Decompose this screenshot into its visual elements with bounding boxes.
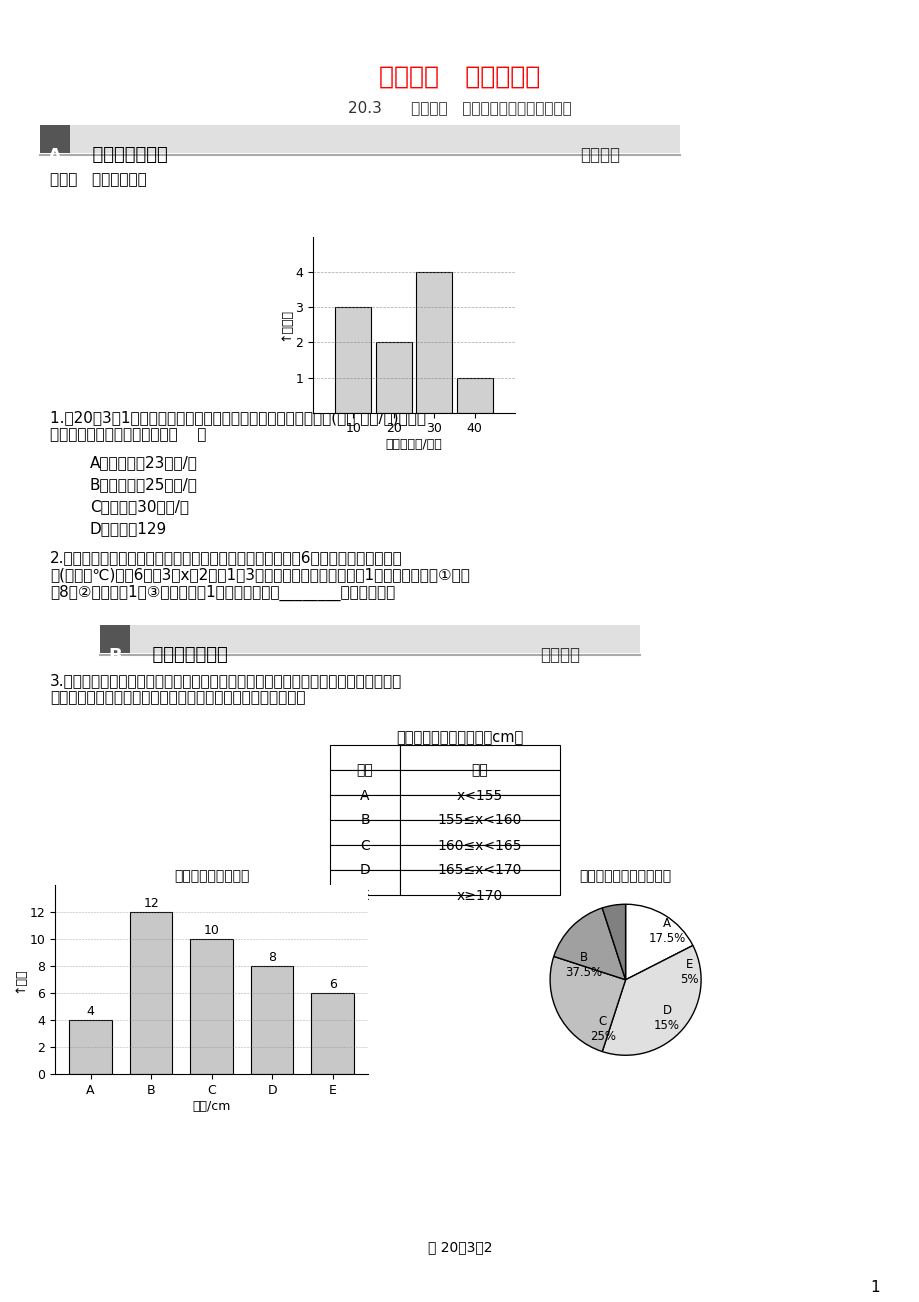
Bar (400, 845, 560, 870)
Text: A
17.5%: A 17.5% (648, 917, 685, 945)
Text: B
37.5%: B 37.5% (565, 950, 602, 979)
X-axis label: 车速（千米/时）: 车速（千米/时） (385, 439, 442, 452)
Text: 6: 6 (328, 978, 336, 991)
Bar (330, 745, 400, 769)
Text: 1: 1 (869, 1280, 879, 1295)
Text: B: B (360, 814, 369, 828)
Bar (100, 625, 130, 654)
Wedge shape (550, 957, 625, 1052)
Text: 10: 10 (203, 923, 220, 936)
Bar (330, 796, 400, 820)
Text: C: C (359, 838, 369, 853)
Y-axis label: ↑频数: ↑频数 (14, 967, 27, 992)
Text: A: A (360, 789, 369, 802)
Text: 图 20－3－2: 图 20－3－2 (427, 1240, 492, 1254)
Text: C
25%: C 25% (589, 1014, 616, 1043)
Bar (100, 625, 640, 654)
Text: 知识点   完成调查活动: 知识点 完成调查活动 (50, 172, 147, 187)
Text: 身高: 身高 (471, 763, 488, 777)
Y-axis label: ↑车辆数: ↑车辆数 (279, 309, 292, 341)
Text: 夯实基础: 夯实基础 (579, 146, 619, 164)
Wedge shape (625, 905, 692, 980)
Text: E
5%: E 5% (680, 958, 698, 986)
Text: D
15%: D 15% (653, 1004, 679, 1031)
Bar (130, 913, 172, 1074)
Wedge shape (602, 945, 700, 1055)
Text: 组别: 组别 (357, 763, 373, 777)
Bar (330, 820, 400, 845)
Text: 身高情况分组表（单位：cm）: 身高情况分组表（单位：cm） (396, 730, 523, 745)
Text: 图 20－3－1: 图 20－3－1 (368, 391, 432, 404)
Text: 12: 12 (143, 897, 159, 910)
Bar (330, 870, 400, 894)
Bar (415, 272, 452, 413)
X-axis label: 身高/cm: 身高/cm (192, 1100, 231, 1113)
Wedge shape (602, 905, 625, 980)
Text: 提升能力: 提升能力 (539, 646, 579, 664)
Bar (330, 769, 400, 796)
Text: 第二十章   数据的分析: 第二十章 数据的分析 (379, 65, 540, 89)
Text: E: E (360, 888, 369, 902)
Wedge shape (553, 907, 625, 980)
Text: 3.为了解某校学生的身高情况，随机抽取该校男生、女生进行抽样调查．已知抽取的样
本中，男生、女生人数相同，利用所得数据绘制如下统计图表：: 3.为了解某校学生的身高情况，随机抽取该校男生、女生进行抽样调查．已知抽取的样 … (50, 673, 402, 706)
Title: 女生身高情况扇形统计图: 女生身高情况扇形统计图 (579, 868, 671, 883)
Text: D: D (359, 863, 370, 878)
Text: C．众数是30千米/时: C．众数是30千米/时 (90, 499, 188, 514)
Bar (400, 870, 560, 894)
Bar (400, 769, 560, 796)
Text: x<155: x<155 (457, 789, 503, 802)
Text: 知识要点分类练: 知识要点分类练 (80, 146, 167, 164)
Text: 1.图20－3－1是交警在一个路口统计的某个时段来往车辆的车速(单位 千米/时)情况，
则下列关于车速描述错误的是（    ）: 1.图20－3－1是交警在一个路口统计的某个时段来往车辆的车速(单位 千米/时)… (50, 410, 425, 443)
Text: 8: 8 (267, 950, 276, 963)
Bar (251, 966, 293, 1074)
Text: A．平均数是23千米/时: A．平均数是23千米/时 (90, 454, 198, 470)
Text: D．方差是129: D．方差是129 (90, 521, 167, 536)
Bar (40, 125, 679, 154)
Text: A: A (48, 147, 62, 165)
Text: x≥170: x≥170 (457, 888, 503, 902)
Text: 2.为了解当地气温变化情况，某研究小组记录了寒假期间连续6天的最高气温，结果如
下(单位：℃)：－6，－3，x，2，－1，3，若这组数据的中位数是－1，下列结论: 2.为了解当地气温变化情况，某研究小组记录了寒假期间连续6天的最高气温，结果如 … (50, 549, 470, 602)
Bar (335, 307, 371, 413)
Text: 165≤x<170: 165≤x<170 (437, 863, 522, 878)
Text: 4: 4 (86, 1005, 95, 1018)
Text: 155≤x<160: 155≤x<160 (437, 814, 522, 828)
Text: B．中位数是25千米/时: B．中位数是25千米/时 (90, 477, 198, 492)
Bar (312, 993, 354, 1074)
Bar (400, 745, 560, 769)
Text: 20.3      课题学习   体质健康测试中的数据分析: 20.3 课题学习 体质健康测试中的数据分析 (347, 100, 572, 115)
Bar (69, 1021, 111, 1074)
Bar (456, 378, 493, 413)
Bar (400, 820, 560, 845)
Text: 160≤x<165: 160≤x<165 (437, 838, 522, 853)
Bar (400, 796, 560, 820)
Text: B: B (108, 647, 121, 665)
Bar (375, 342, 412, 413)
Bar (40, 125, 70, 154)
Text: 规律方法综合练: 规律方法综合练 (140, 646, 228, 664)
Bar (190, 939, 233, 1074)
Title: 男生身高情况直方图: 男生身高情况直方图 (174, 868, 249, 883)
Bar (330, 845, 400, 870)
